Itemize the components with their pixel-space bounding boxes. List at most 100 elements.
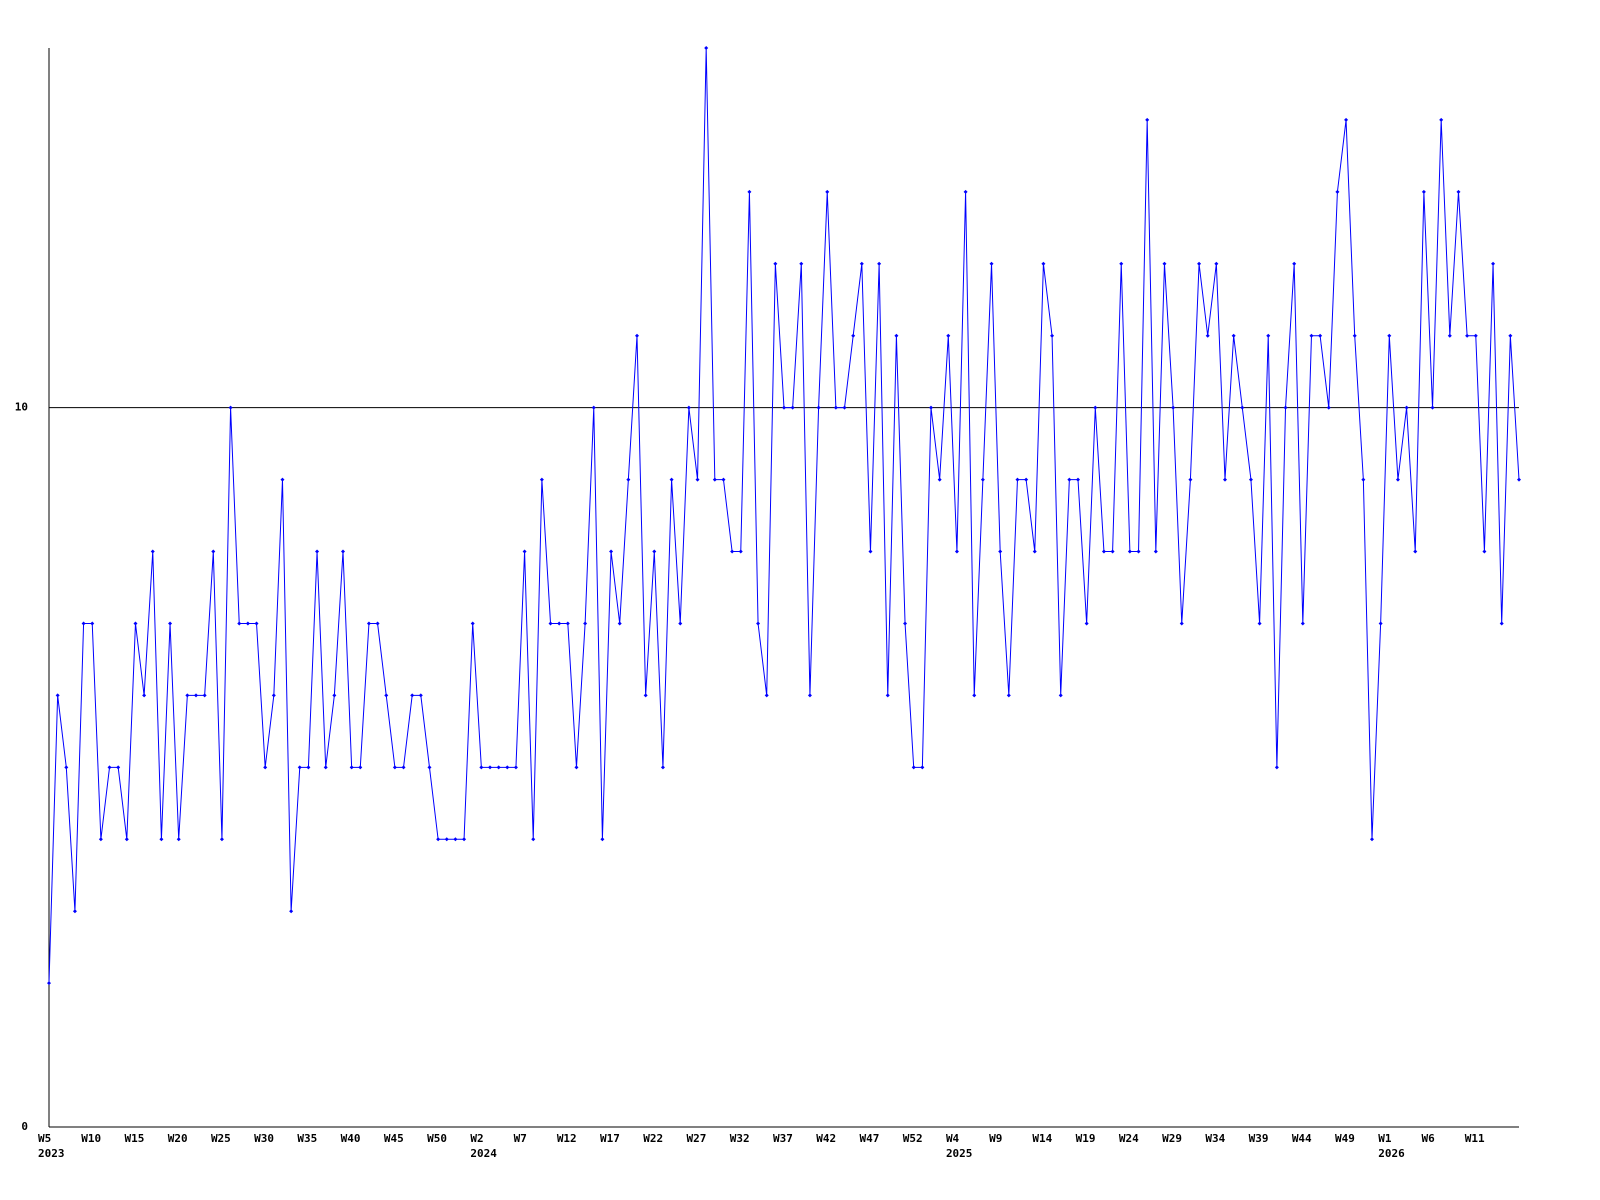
x-year-label: 2026 — [1378, 1147, 1405, 1160]
data-point — [1447, 333, 1452, 338]
data-point — [496, 765, 501, 770]
data-point — [1292, 261, 1297, 266]
data-point — [721, 477, 726, 482]
data-point — [358, 765, 363, 770]
data-point — [963, 189, 968, 194]
x-tick-label: W44 — [1292, 1132, 1312, 1145]
data-point — [1517, 477, 1521, 482]
data-point — [1006, 693, 1011, 698]
data-point — [756, 621, 761, 626]
data-point — [911, 765, 916, 770]
data-point — [1439, 117, 1444, 122]
x-tick-label: W9 — [989, 1132, 1002, 1145]
data-point — [539, 477, 544, 482]
data-point — [747, 189, 752, 194]
data-point — [254, 621, 259, 626]
y-tick-label: 0 — [21, 1120, 28, 1133]
data-point — [1344, 117, 1349, 122]
data-point — [1231, 333, 1236, 338]
data-point — [1171, 405, 1176, 410]
data-point — [807, 693, 812, 698]
data-point — [289, 909, 294, 914]
data-point — [280, 477, 285, 482]
data-point — [1050, 333, 1055, 338]
data-point — [81, 621, 86, 626]
data-point — [1361, 477, 1366, 482]
data-point — [219, 837, 224, 842]
data-point — [1214, 261, 1219, 266]
x-tick-label: W40 — [341, 1132, 361, 1145]
data-point — [410, 693, 415, 698]
data-point — [505, 765, 510, 770]
data-point — [1162, 261, 1167, 266]
data-point — [695, 477, 700, 482]
data-point — [799, 261, 804, 266]
x-tick-label: W15 — [124, 1132, 144, 1145]
data-point — [194, 693, 198, 698]
x-tick-label: W42 — [816, 1132, 836, 1145]
data-point — [730, 549, 735, 554]
data-point — [669, 477, 674, 482]
data-point — [937, 477, 942, 482]
data-point — [842, 405, 847, 410]
data-point — [1179, 621, 1184, 626]
data-point — [142, 693, 147, 698]
data-point — [583, 621, 588, 626]
data-point — [55, 693, 60, 698]
x-tick-label: W50 — [427, 1132, 447, 1145]
x-tick-label: W39 — [1249, 1132, 1269, 1145]
data-point — [1223, 477, 1227, 482]
data-point — [444, 837, 449, 842]
x-tick-label: W14 — [1032, 1132, 1052, 1145]
data-point — [479, 765, 484, 770]
x-tick-label: W19 — [1076, 1132, 1096, 1145]
data-point — [306, 765, 311, 770]
data-point — [989, 261, 994, 266]
x-tick-label: W52 — [903, 1132, 923, 1145]
x-tick-label: W24 — [1119, 1132, 1139, 1145]
data-point — [1456, 189, 1461, 194]
data-point — [133, 621, 138, 626]
data-point — [1067, 477, 1072, 482]
data-point — [159, 837, 164, 842]
data-point — [885, 693, 890, 698]
data-point — [150, 549, 155, 554]
data-point — [1378, 621, 1383, 626]
data-point — [851, 333, 856, 338]
data-point — [1387, 333, 1392, 338]
x-tick-label: W4 — [946, 1132, 960, 1145]
data-point — [72, 909, 77, 914]
data-point — [384, 693, 389, 698]
x-tick-label: W17 — [600, 1132, 620, 1145]
data-point — [980, 477, 985, 482]
data-point — [764, 693, 769, 698]
data-point — [366, 621, 371, 626]
x-tick-label: W30 — [254, 1132, 274, 1145]
data-point — [1404, 405, 1409, 410]
data-point — [1145, 117, 1150, 122]
data-point — [1032, 549, 1037, 554]
data-point — [652, 549, 657, 554]
data-point — [349, 765, 354, 770]
data-point — [1205, 333, 1210, 338]
data-point — [90, 621, 95, 626]
data-point — [488, 765, 492, 770]
data-point — [1110, 549, 1115, 554]
data-point — [98, 837, 103, 842]
data-point — [859, 261, 864, 266]
data-point — [1015, 477, 1020, 482]
data-point — [1266, 333, 1271, 338]
data-point — [946, 333, 951, 338]
data-point — [1084, 621, 1089, 626]
data-point — [47, 981, 51, 986]
data-point — [833, 405, 838, 410]
data-point — [462, 837, 467, 842]
x-tick-label: W2 — [470, 1132, 483, 1145]
data-point — [609, 549, 614, 554]
data-point — [375, 621, 380, 626]
data-point — [1119, 261, 1124, 266]
data-point — [894, 333, 899, 338]
data-point — [531, 837, 536, 842]
x-tick-label: W25 — [211, 1132, 231, 1145]
